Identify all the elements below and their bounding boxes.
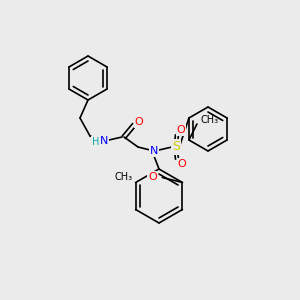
Text: CH₃: CH₃ (201, 115, 219, 125)
Text: H: H (92, 137, 100, 147)
Text: O: O (148, 172, 157, 182)
Text: N: N (100, 136, 108, 146)
Text: N: N (150, 146, 158, 156)
Text: S: S (172, 140, 180, 154)
Text: CH₃: CH₃ (114, 172, 132, 182)
Text: O: O (135, 117, 143, 127)
Text: O: O (178, 159, 186, 169)
Text: O: O (177, 125, 185, 135)
